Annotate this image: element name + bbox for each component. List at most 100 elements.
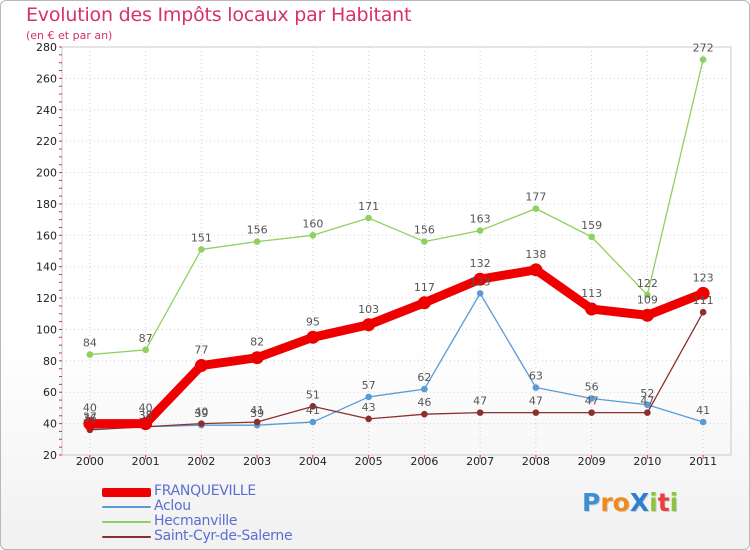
data-point xyxy=(529,263,543,277)
data-point xyxy=(421,410,428,418)
data-point xyxy=(476,409,484,416)
data-point xyxy=(588,233,595,241)
data-point xyxy=(699,418,707,426)
logo-letter: P xyxy=(582,488,601,517)
legend-swatch xyxy=(102,506,151,508)
legend-item: Hecmanville xyxy=(102,514,362,529)
x-tick-label: 2010 xyxy=(633,455,661,468)
series-line-saint-cyr-de-salerne xyxy=(89,311,704,431)
logo-letter: o xyxy=(612,488,630,517)
y-tick-label: 100 xyxy=(36,323,57,336)
data-point xyxy=(588,409,595,416)
data-point xyxy=(696,286,710,300)
y-tick-label: 140 xyxy=(36,261,57,274)
data-point xyxy=(532,384,540,391)
data-point xyxy=(476,227,484,234)
plot-area xyxy=(61,46,732,456)
series-line-aclou xyxy=(89,292,704,429)
x-tick-label: 2009 xyxy=(578,455,606,468)
x-tick-label: 2008 xyxy=(522,455,550,468)
logo-letter: i xyxy=(649,488,658,517)
data-label: 151 xyxy=(191,231,212,244)
legend-swatch xyxy=(102,487,151,497)
data-label: 40 xyxy=(194,406,208,419)
data-label: 38 xyxy=(139,409,153,422)
data-point xyxy=(309,418,317,426)
data-label: 41 xyxy=(306,404,320,417)
logo-letter: X xyxy=(629,488,650,517)
data-label: 41 xyxy=(250,404,264,417)
data-label: 37 xyxy=(83,410,97,423)
data-label: 51 xyxy=(306,388,320,401)
data-point xyxy=(421,238,428,245)
data-point xyxy=(306,330,320,344)
data-point xyxy=(699,308,707,316)
data-point xyxy=(86,351,94,358)
x-tick-label: 2004 xyxy=(299,455,327,468)
legend-label: FRANQUEVILLE xyxy=(154,483,256,499)
x-tick-label: 2005 xyxy=(355,455,383,468)
data-label: 41 xyxy=(696,404,710,417)
chart-title: Evolution des Impôts locaux par Habitant xyxy=(26,4,412,26)
y-tick-label: 40 xyxy=(43,418,57,431)
data-point xyxy=(253,418,261,426)
logo-letter: r xyxy=(600,488,613,517)
data-point xyxy=(473,272,487,286)
data-label: 171 xyxy=(358,200,379,213)
logo-letter: i xyxy=(669,488,679,517)
data-point xyxy=(139,417,153,431)
data-label: 39 xyxy=(194,407,208,420)
data-point xyxy=(253,238,261,245)
data-label: 39 xyxy=(250,407,264,420)
data-point xyxy=(194,359,208,373)
data-point xyxy=(198,420,205,427)
data-label: 77 xyxy=(194,344,208,357)
x-tick-label: 2011 xyxy=(689,455,717,468)
data-label: 113 xyxy=(581,287,602,300)
data-label: 156 xyxy=(414,224,435,237)
data-label: 38 xyxy=(139,409,153,422)
x-tick-label: 2003 xyxy=(243,455,271,468)
data-point xyxy=(309,403,317,410)
data-point xyxy=(198,246,205,253)
data-label: 138 xyxy=(525,248,546,261)
data-label: 40 xyxy=(139,402,153,415)
data-label: 132 xyxy=(470,257,491,270)
data-point xyxy=(644,409,651,416)
data-label: 63 xyxy=(529,370,543,383)
y-tick-label: 280 xyxy=(36,41,57,54)
data-label: 156 xyxy=(247,224,268,237)
data-label: 177 xyxy=(525,191,546,204)
data-point xyxy=(588,395,595,402)
y-tick-label: 240 xyxy=(36,104,57,117)
data-label: 52 xyxy=(640,387,654,400)
data-label: 47 xyxy=(585,395,599,408)
data-label: 47 xyxy=(529,395,543,408)
legend-label: Aclou xyxy=(154,498,191,514)
y-tick-label: 160 xyxy=(36,229,57,242)
y-tick-label: 60 xyxy=(43,386,57,399)
data-point xyxy=(644,291,651,299)
data-point xyxy=(83,417,97,431)
data-label: 43 xyxy=(362,401,376,414)
data-label: 62 xyxy=(417,371,431,384)
series-line-hecmanville xyxy=(89,58,704,356)
legend-item: FRANQUEVILLE xyxy=(102,484,362,499)
data-label: 163 xyxy=(470,213,491,226)
y-tick-label: 200 xyxy=(36,167,57,180)
data-point xyxy=(585,302,599,316)
y-tick-label: 120 xyxy=(36,292,57,305)
data-label: 56 xyxy=(585,381,599,394)
data-label: 40 xyxy=(83,402,97,415)
data-point xyxy=(421,385,428,393)
legend-label: Hecmanville xyxy=(154,513,238,529)
proxiti-logo: ProXiti xyxy=(582,488,678,517)
legend-swatch xyxy=(102,536,151,538)
y-tick-label: 80 xyxy=(43,355,57,368)
data-label: 109 xyxy=(637,293,658,306)
legend: FRANQUEVILLE Aclou Hecmanville Saint-Cyr-de… xyxy=(102,484,362,544)
data-point xyxy=(250,351,264,365)
data-label: 123 xyxy=(470,275,491,288)
data-label: 159 xyxy=(581,219,602,232)
